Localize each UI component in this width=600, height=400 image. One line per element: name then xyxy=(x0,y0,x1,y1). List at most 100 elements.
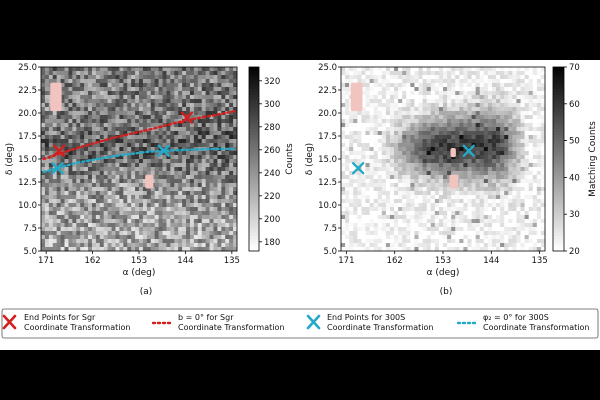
heatmap-cell xyxy=(463,191,468,196)
heatmap-cell xyxy=(528,143,534,148)
heatmap-cell xyxy=(341,83,346,88)
heatmap-cell xyxy=(467,71,472,76)
heatmap-cell xyxy=(99,187,105,192)
colorbar-swatch xyxy=(553,247,564,252)
heatmap-cell xyxy=(434,79,440,84)
heatmap-cell xyxy=(528,99,534,104)
heatmap-cell xyxy=(197,231,203,236)
colorbar-swatch xyxy=(249,186,259,191)
heatmap-cell xyxy=(56,79,61,84)
heatmap-cell xyxy=(410,147,415,152)
heatmap-cell xyxy=(467,131,472,136)
heatmap-cell xyxy=(193,171,199,176)
heatmap-cell xyxy=(349,123,354,128)
heatmap-cell xyxy=(341,151,346,156)
heatmap-cell xyxy=(88,99,93,104)
heatmap-cell xyxy=(516,107,521,112)
heatmap-cell xyxy=(131,223,136,228)
heatmap-cell xyxy=(455,71,460,76)
heatmap-cell xyxy=(385,231,391,236)
heatmap-cell xyxy=(182,239,187,244)
heatmap-cell xyxy=(197,79,203,84)
heatmap-cell xyxy=(496,207,501,212)
heatmap-cell xyxy=(76,127,81,132)
heatmap-cell xyxy=(115,151,120,156)
heatmap-cell xyxy=(467,183,472,188)
heatmap-cell xyxy=(455,111,460,116)
heatmap-cell xyxy=(150,103,156,108)
heatmap-cell xyxy=(385,195,391,200)
heatmap-cell xyxy=(123,195,128,200)
heatmap-cell xyxy=(154,151,159,156)
colorbar-swatch xyxy=(249,165,259,169)
heatmap-cell xyxy=(174,243,179,248)
heatmap-cell xyxy=(52,239,58,244)
heatmap-cell xyxy=(410,111,415,116)
heatmap-cell xyxy=(532,143,538,148)
heatmap-cell xyxy=(131,123,136,128)
heatmap-cell xyxy=(500,95,505,100)
heatmap-cell xyxy=(434,199,440,204)
heatmap-cell xyxy=(111,167,116,172)
heatmap-cell xyxy=(345,163,350,168)
heatmap-cell xyxy=(459,79,464,84)
heatmap-cell xyxy=(410,195,415,200)
heatmap-cell xyxy=(154,87,159,92)
heatmap-cell xyxy=(52,147,58,152)
heatmap-cell xyxy=(434,67,440,72)
heatmap-cell xyxy=(56,199,61,204)
heatmap-cell xyxy=(225,239,230,244)
colorbar-swatch xyxy=(553,192,564,197)
heatmap-cell xyxy=(438,119,444,124)
heatmap-cell xyxy=(217,115,222,120)
heatmap-cell xyxy=(174,231,179,236)
heatmap-cell xyxy=(520,155,525,160)
heatmap-cell xyxy=(381,123,387,128)
heatmap-cell xyxy=(463,203,468,208)
heatmap-cell xyxy=(115,175,120,180)
heatmap-cell xyxy=(540,207,546,212)
heatmap-cell xyxy=(225,91,230,96)
heatmap-cell xyxy=(369,227,375,232)
heatmap-cell xyxy=(41,227,46,232)
heatmap-cell xyxy=(430,223,436,228)
heatmap-cell xyxy=(201,79,207,84)
heatmap-cell xyxy=(131,187,136,192)
heatmap-cell xyxy=(406,71,411,76)
heatmap-cell xyxy=(48,239,54,244)
heatmap-cell xyxy=(385,119,391,124)
x-tick-label: 162 xyxy=(84,256,100,266)
heatmap-cell xyxy=(377,247,383,252)
heatmap-cell xyxy=(221,79,226,84)
heatmap-cell xyxy=(221,75,226,80)
heatmap-cell xyxy=(197,107,203,112)
heatmap-cell xyxy=(186,127,191,132)
heatmap-cell xyxy=(189,163,195,168)
heatmap-cell xyxy=(471,99,477,104)
heatmap-cell xyxy=(540,79,546,84)
heatmap-cell xyxy=(95,91,101,96)
heatmap-cell xyxy=(438,151,444,156)
heatmap-cell xyxy=(389,231,395,236)
heatmap-cell xyxy=(487,247,493,252)
heatmap-cell xyxy=(410,171,415,176)
heatmap-cell xyxy=(229,235,234,240)
heatmap-cell xyxy=(142,223,148,228)
heatmap-cell xyxy=(394,83,399,88)
heatmap-cell xyxy=(341,235,346,240)
heatmap-cell xyxy=(162,127,167,132)
heatmap-cell xyxy=(516,167,521,172)
heatmap-cell xyxy=(430,187,436,192)
heatmap-cell xyxy=(532,127,538,132)
heatmap-cell xyxy=(504,167,509,172)
heatmap-cell xyxy=(451,115,456,120)
heatmap-cell xyxy=(504,179,509,184)
heatmap-cell xyxy=(91,207,97,212)
heatmap-cell xyxy=(524,119,530,124)
heatmap-cell xyxy=(111,183,116,188)
heatmap-cell xyxy=(369,95,375,100)
heatmap-cell xyxy=(459,163,464,168)
heatmap-cell xyxy=(369,151,375,156)
heatmap-cell xyxy=(402,139,407,144)
heatmap-cell xyxy=(373,119,379,124)
